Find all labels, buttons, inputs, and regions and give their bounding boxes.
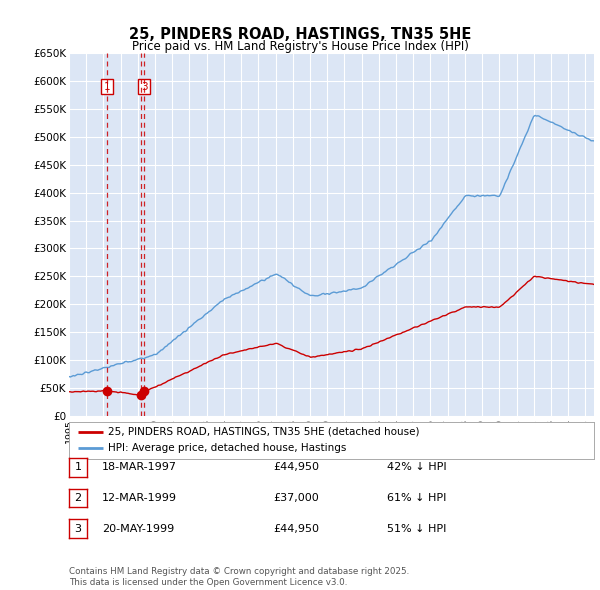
- Text: 1: 1: [104, 81, 110, 91]
- Text: Price paid vs. HM Land Registry's House Price Index (HPI): Price paid vs. HM Land Registry's House …: [131, 40, 469, 53]
- Text: £37,000: £37,000: [273, 493, 319, 503]
- Text: 12-MAR-1999: 12-MAR-1999: [102, 493, 177, 503]
- Text: 2: 2: [74, 493, 82, 503]
- Text: £44,950: £44,950: [273, 524, 319, 533]
- Text: 20-MAY-1999: 20-MAY-1999: [102, 524, 174, 533]
- Text: 42% ↓ HPI: 42% ↓ HPI: [387, 463, 446, 472]
- Text: 51% ↓ HPI: 51% ↓ HPI: [387, 524, 446, 533]
- Text: Contains HM Land Registry data © Crown copyright and database right 2025.
This d: Contains HM Land Registry data © Crown c…: [69, 566, 409, 588]
- Text: £44,950: £44,950: [273, 463, 319, 472]
- Text: 3: 3: [141, 81, 148, 91]
- Text: 1: 1: [74, 463, 82, 472]
- Text: HPI: Average price, detached house, Hastings: HPI: Average price, detached house, Hast…: [109, 443, 347, 453]
- Text: 25, PINDERS ROAD, HASTINGS, TN35 5HE: 25, PINDERS ROAD, HASTINGS, TN35 5HE: [129, 27, 471, 42]
- Text: 61% ↓ HPI: 61% ↓ HPI: [387, 493, 446, 503]
- Text: 3: 3: [74, 524, 82, 533]
- Text: 18-MAR-1997: 18-MAR-1997: [102, 463, 177, 472]
- Text: 25, PINDERS ROAD, HASTINGS, TN35 5HE (detached house): 25, PINDERS ROAD, HASTINGS, TN35 5HE (de…: [109, 427, 420, 437]
